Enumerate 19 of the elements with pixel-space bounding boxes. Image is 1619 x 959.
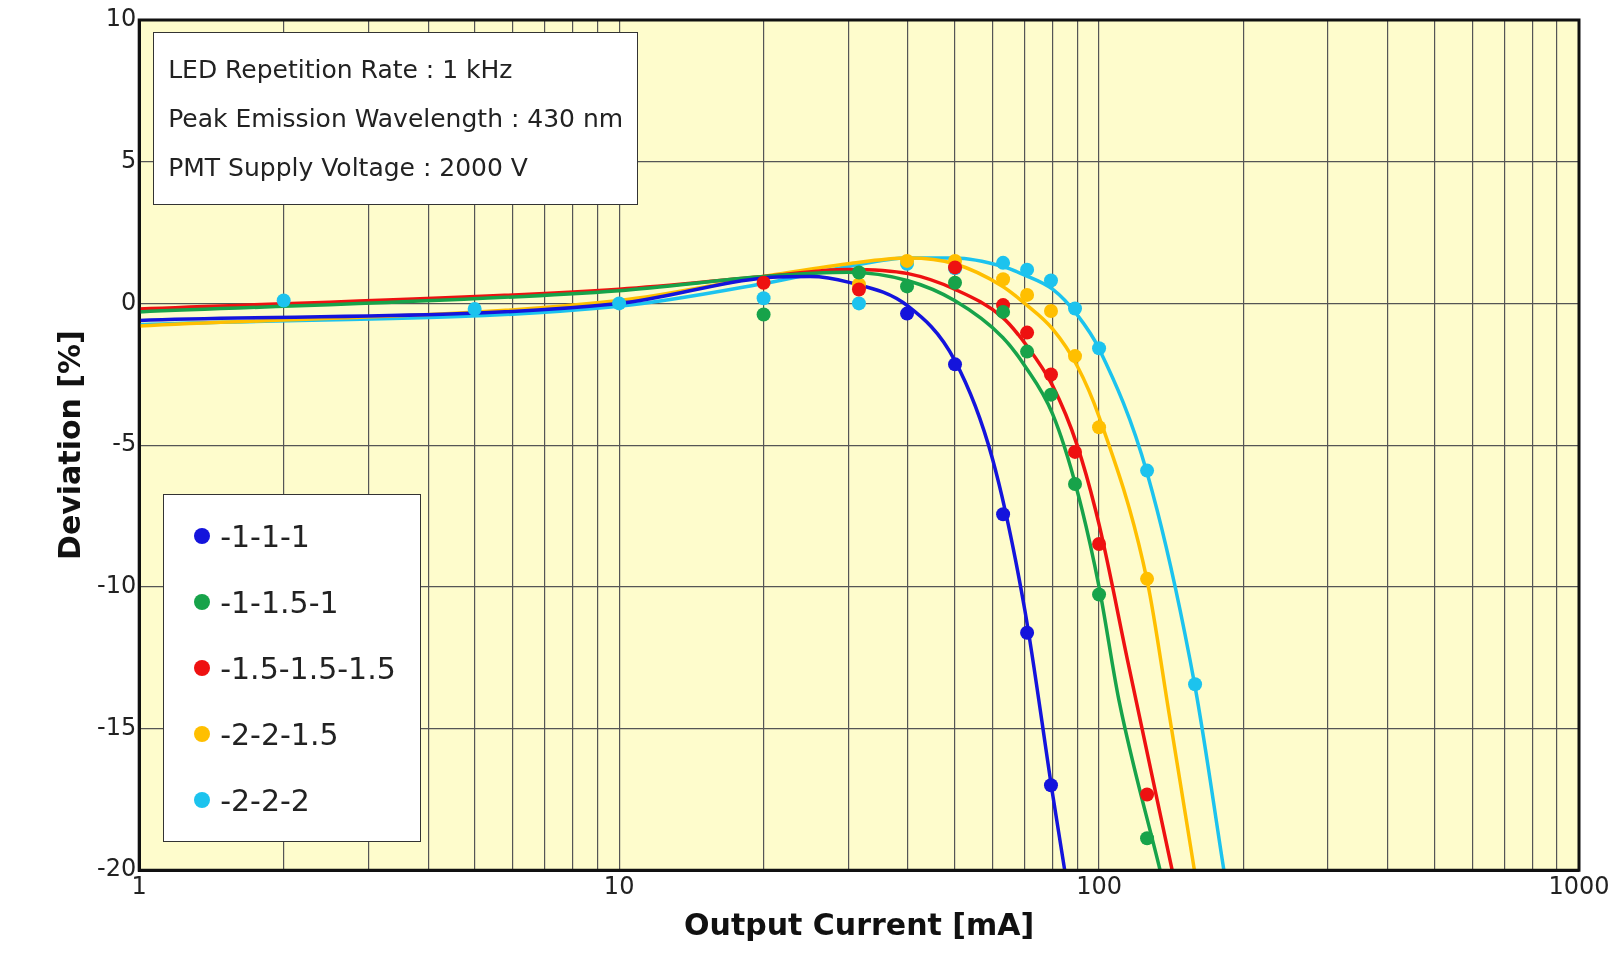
legend-label: -2-2-2: [220, 782, 310, 818]
x-tick-label: 1000: [1548, 871, 1610, 900]
y-tick-label: -10: [97, 571, 137, 600]
y-tick-label: 5: [120, 145, 137, 174]
y-tick-label: -5: [112, 429, 137, 458]
annotation: Peak Emission Wavelength : 430 nm: [168, 103, 624, 135]
x-axis-title: Output Current [mA]: [684, 906, 1035, 942]
annotation: PMT Supply Voltage : 2000 V: [168, 152, 529, 184]
annotation: LED Repetition Rate : 1 kHz: [168, 54, 514, 86]
x-tick-label: 100: [1076, 871, 1122, 900]
y-tick-label: 10: [105, 4, 137, 33]
legend-label: -1.5-1.5-1.5: [220, 650, 396, 686]
legend-label: -1-1.5-1: [220, 584, 339, 620]
y-tick-label: 0: [120, 287, 137, 316]
legend-label: -1-1-1: [220, 518, 310, 554]
x-tick-label: 10: [603, 871, 635, 900]
y-axis-title: Deviation [%]: [51, 330, 87, 561]
y-tick-label: -15: [97, 712, 137, 741]
legend-label: -2-2-1.5: [220, 716, 339, 752]
